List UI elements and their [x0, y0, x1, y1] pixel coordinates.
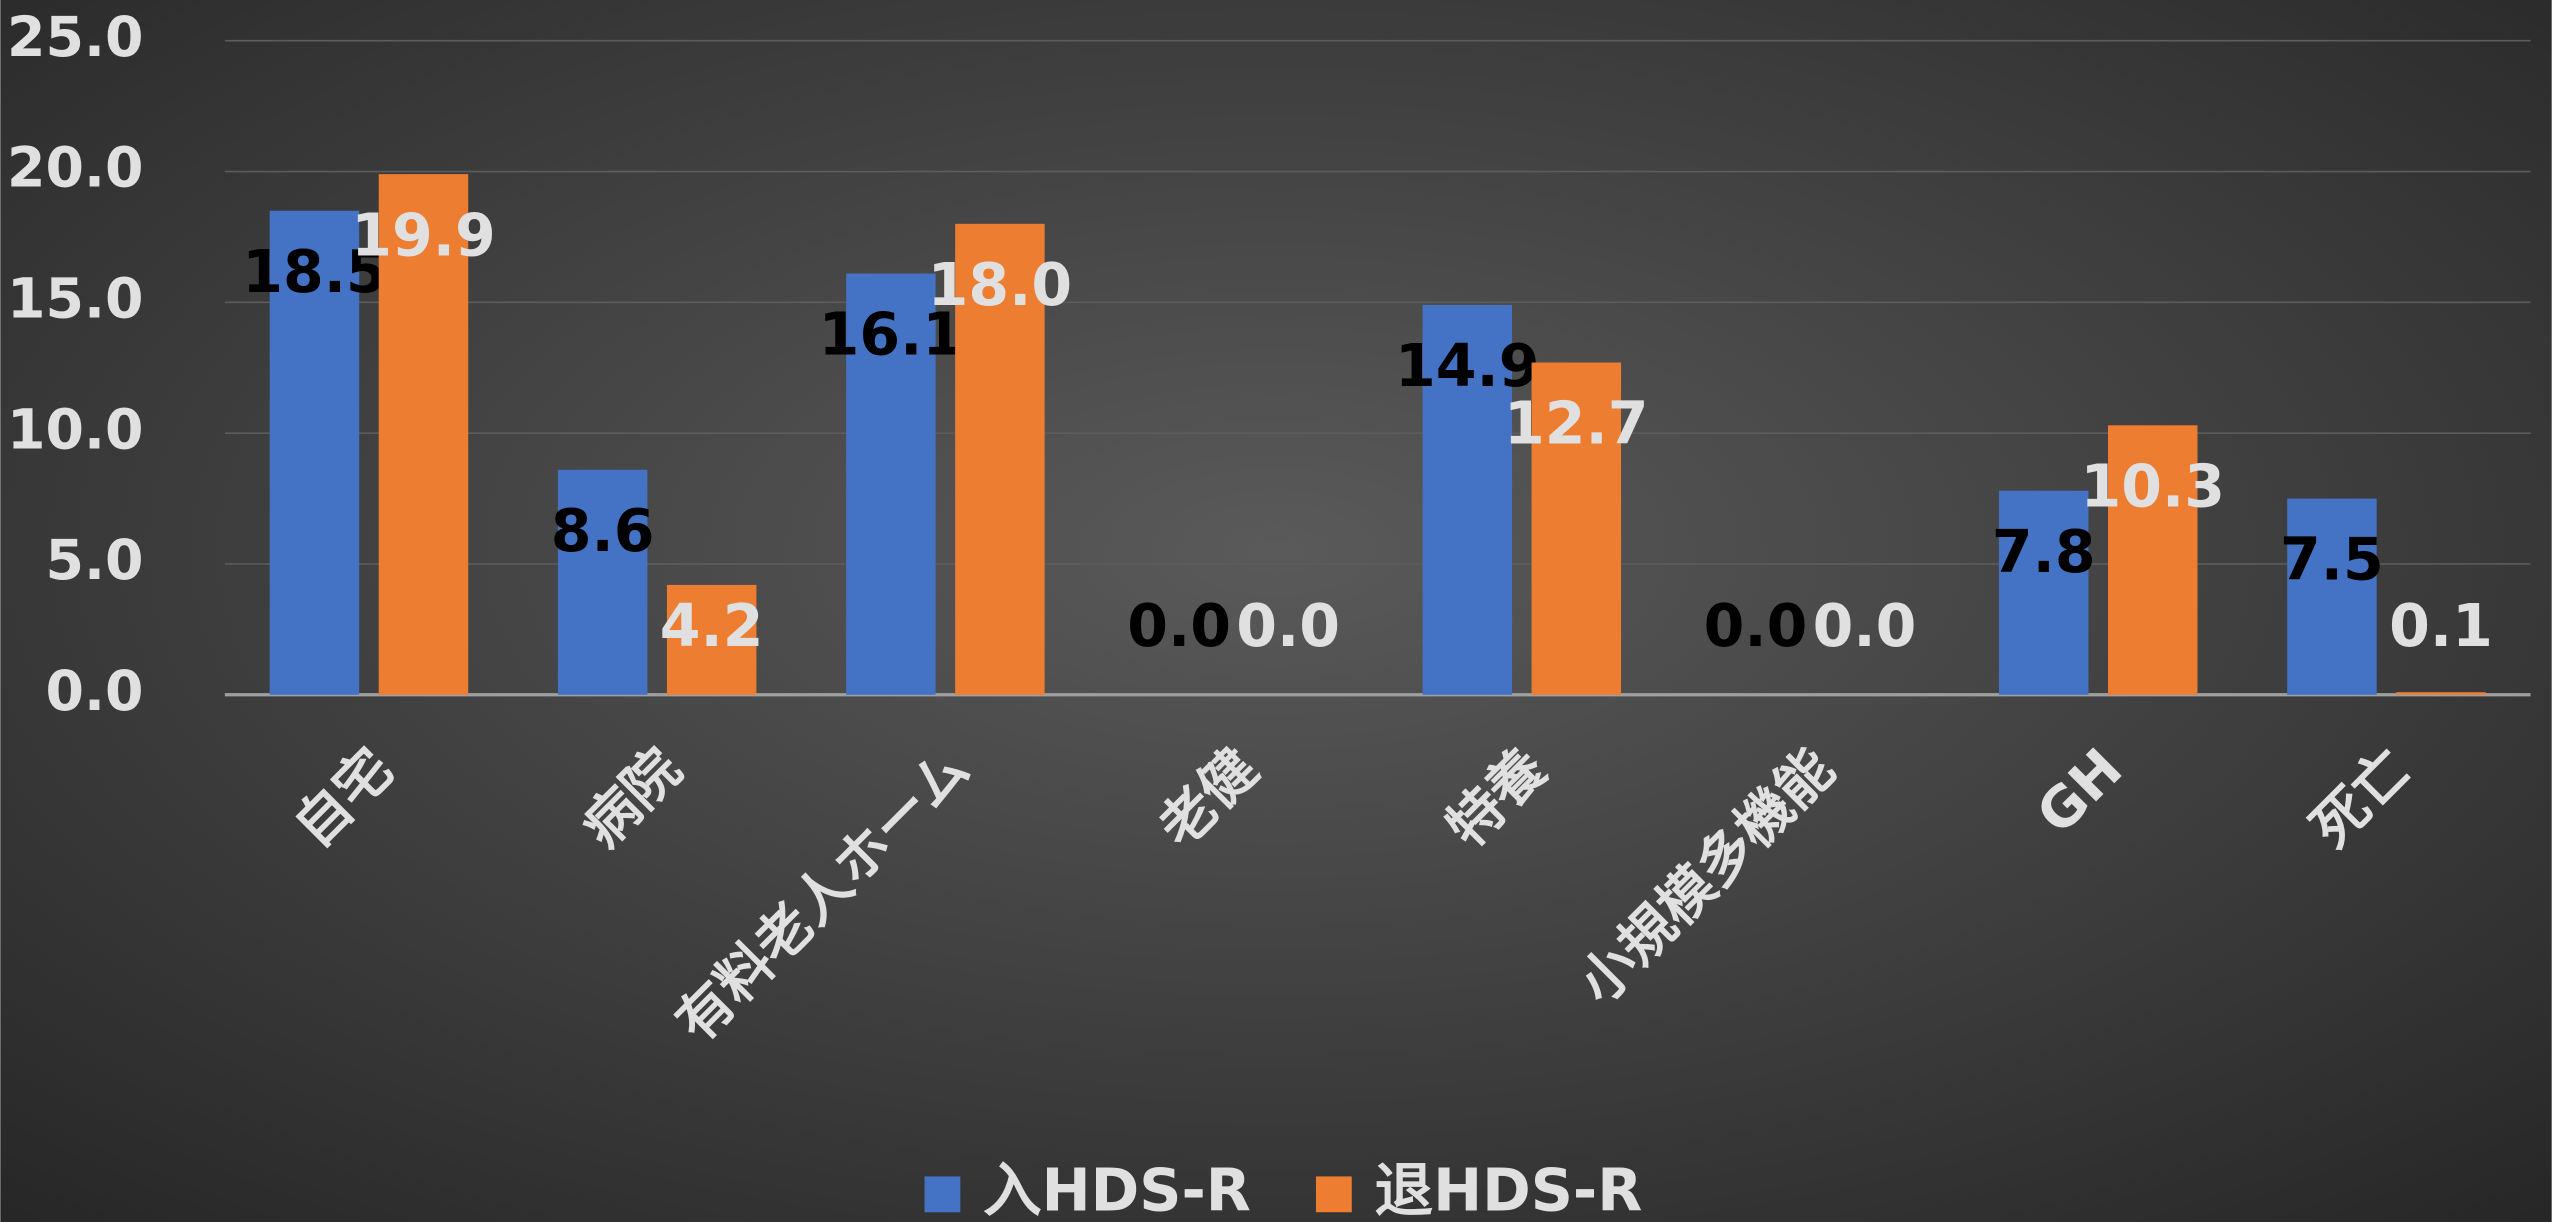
value-label: 18.0 — [928, 251, 1072, 319]
value-label: 10.3 — [2080, 452, 2225, 520]
value-label: 14.9 — [1395, 332, 1540, 400]
y-tick-label: 20.0 — [7, 137, 143, 201]
bar — [666, 584, 757, 695]
legend-label: 退HDS-R — [1375, 1156, 1643, 1222]
value-label: 7.8 — [1992, 518, 2096, 586]
value-label: 12.7 — [1504, 390, 1649, 458]
bar — [378, 174, 469, 695]
bar — [269, 210, 360, 695]
legend-swatch — [1315, 1176, 1352, 1213]
value-label: 0.0 — [1236, 592, 1340, 660]
y-tick-label: 0.0 — [45, 660, 143, 724]
y-tick-label: 25.0 — [7, 6, 143, 70]
y-tick-label: 10.0 — [7, 398, 143, 462]
bar — [1531, 362, 1622, 695]
value-label: 8.6 — [551, 497, 655, 565]
value-label: 0.0 — [1813, 592, 1917, 660]
value-label: 16.1 — [819, 301, 963, 369]
legend-label: 入HDS-R — [983, 1156, 1251, 1222]
value-label: 0.0 — [1127, 592, 1231, 660]
bar — [2396, 692, 2486, 695]
value-label: 0.1 — [2389, 592, 2493, 660]
bar — [1998, 490, 2089, 695]
bar — [846, 273, 936, 695]
value-label: 19.9 — [351, 201, 496, 269]
bar — [2107, 425, 2198, 695]
bar — [1422, 304, 1513, 695]
value-label: 4.2 — [660, 592, 764, 660]
value-label: 0.0 — [1704, 592, 1808, 660]
value-label: 7.5 — [2280, 526, 2384, 594]
bar — [557, 469, 648, 695]
legend-swatch — [924, 1176, 961, 1213]
bar — [955, 223, 1045, 695]
value-label: 18.5 — [242, 238, 386, 306]
bar — [2287, 498, 2377, 695]
y-tick-label: 15.0 — [7, 267, 143, 331]
y-tick-label: 5.0 — [45, 529, 143, 593]
